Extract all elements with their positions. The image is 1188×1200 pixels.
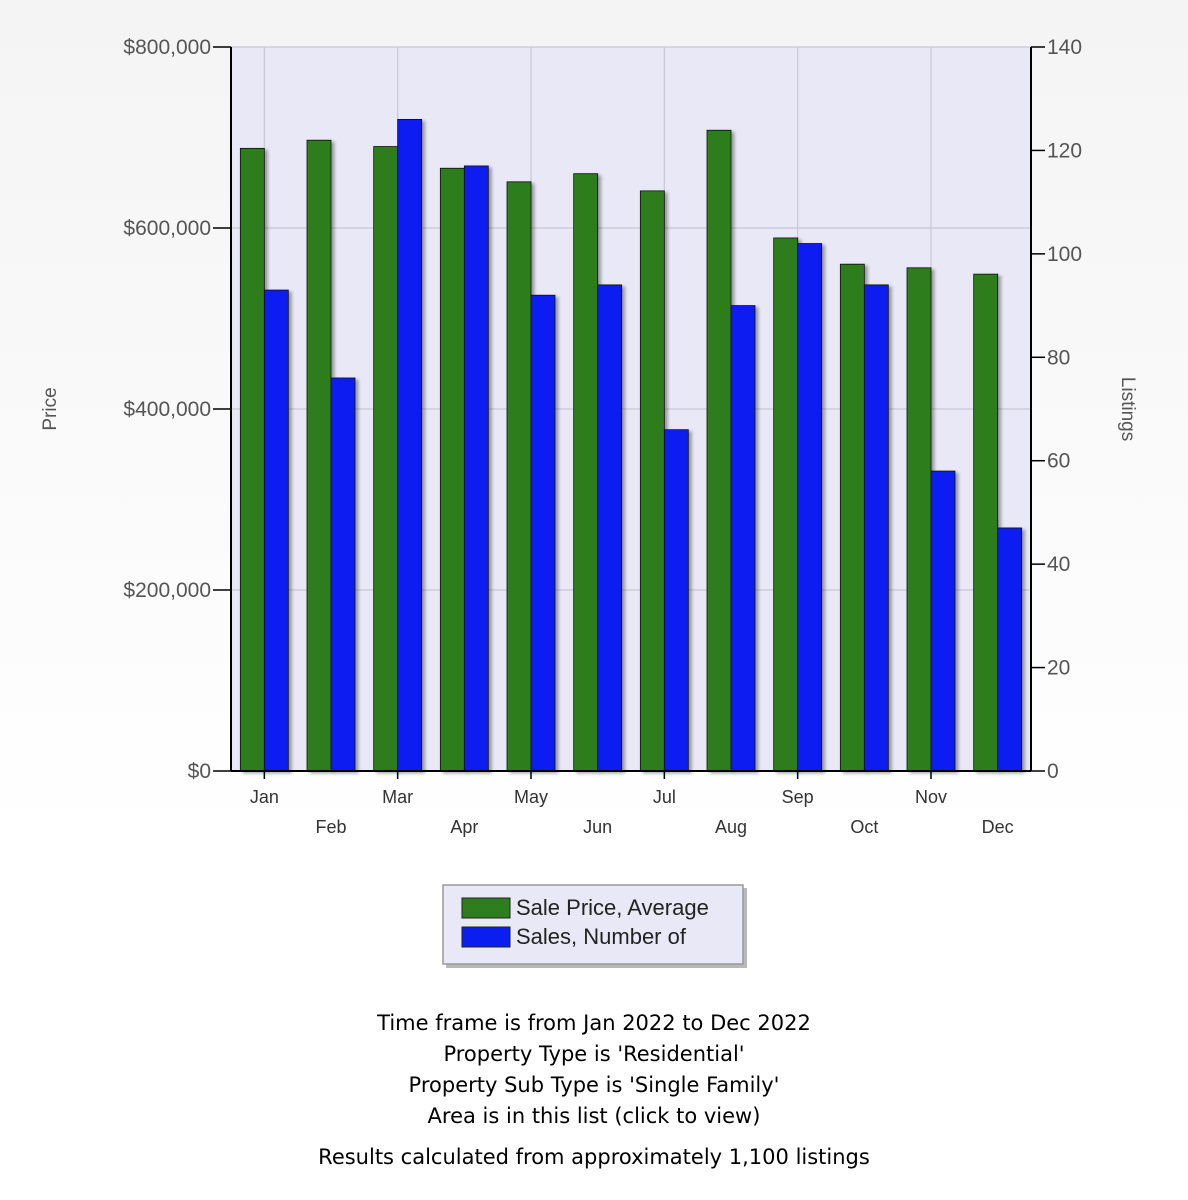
y2-tick-label: 120 xyxy=(1047,139,1082,162)
bar-sale-price-jan xyxy=(239,147,265,772)
bar-sales-count-jun xyxy=(597,284,623,772)
legend-swatch-price xyxy=(461,897,511,919)
y2-tick-label: 80 xyxy=(1047,346,1070,369)
y2-tick-label: 20 xyxy=(1047,657,1070,680)
bar-sale-price-aug xyxy=(706,129,732,772)
bar-sale-price-may xyxy=(506,181,532,772)
x-tick-label-feb: Feb xyxy=(315,817,346,837)
y-tick-label: $200,000 xyxy=(123,579,211,602)
bar-sales-count-jan xyxy=(263,289,289,772)
area-list-link[interactable]: Area is in this list (click to view) xyxy=(427,1104,761,1128)
bar-sales-count-feb xyxy=(330,377,356,772)
bar-sales-count-mar xyxy=(397,119,423,772)
y-axis-title: Price xyxy=(40,387,61,430)
legend: Sale Price, Average Sales, Number of xyxy=(442,884,747,968)
bar-sale-price-oct xyxy=(839,263,865,772)
bar-sale-price-dec xyxy=(973,273,999,772)
y2-tick-label: 40 xyxy=(1047,553,1070,576)
bar-sale-price-nov xyxy=(906,267,932,772)
x-tick-label-oct: Oct xyxy=(850,817,878,837)
x-tick-label-jul: Jul xyxy=(653,787,676,807)
bar-sale-price-sep xyxy=(773,237,799,772)
bar-sales-count-oct xyxy=(863,284,889,772)
category-labels: Jan Feb Mar Apr May Jun Jul Aug Sep Oct Nov Dec xyxy=(250,771,1014,837)
legend-label-price: Sale Price, Average xyxy=(516,895,709,920)
property-subtype-text: Property Sub Type is 'Single Family' xyxy=(408,1073,780,1097)
bar-sales-count-aug xyxy=(730,305,756,772)
y2-axis-title: Listings xyxy=(1117,377,1138,441)
y2-tick-label: 140 xyxy=(1047,36,1082,59)
bar-sales-count-sep xyxy=(797,243,823,772)
bar-sale-price-jun xyxy=(573,173,599,772)
results-count-text: Results calculated from approximately 1,… xyxy=(318,1145,870,1169)
y2-tick-label: 100 xyxy=(1047,243,1082,266)
y-tick-label: $400,000 xyxy=(123,398,211,421)
tick-labels: $0 $200,000 $400,000 $600,000 $800,000 0 20 40 6… xyxy=(123,36,1082,783)
filter-summary: Time frame is from Jan 2022 to Dec 2022 … xyxy=(0,1008,1188,1173)
x-tick-label-dec: Dec xyxy=(982,817,1014,837)
bar-sale-price-mar xyxy=(373,146,399,772)
bar-sales-count-nov xyxy=(930,470,956,772)
x-tick-label-sep: Sep xyxy=(782,787,814,807)
chart: $0 $200,000 $400,000 $600,000 $800,000 0 20 40 6… xyxy=(40,36,1138,968)
legend-swatch-sales xyxy=(461,926,511,948)
y-tick-label: $600,000 xyxy=(123,217,211,240)
x-tick-label-jan: Jan xyxy=(250,787,279,807)
time-frame-text: Time frame is from Jan 2022 to Dec 2022 xyxy=(377,1011,811,1035)
bar-sales-count-dec xyxy=(997,527,1023,772)
bar-sale-price-jul xyxy=(639,190,665,772)
bar-sales-count-may xyxy=(530,294,556,772)
x-tick-label-apr: Apr xyxy=(450,817,478,837)
bar-sales-count-apr xyxy=(463,165,489,772)
bars xyxy=(239,119,1023,772)
x-tick-label-jun: Jun xyxy=(583,817,612,837)
y-tick-label: $0 xyxy=(188,760,211,783)
y-tick-label: $800,000 xyxy=(123,36,211,59)
y2-tick-label: 60 xyxy=(1047,450,1070,473)
x-tick-label-mar: Mar xyxy=(382,787,413,807)
bar-sales-count-jul xyxy=(663,429,689,772)
bar-sale-price-feb xyxy=(306,139,332,772)
x-tick-label-may: May xyxy=(514,787,548,807)
property-type-text: Property Type is 'Residential' xyxy=(443,1042,745,1066)
bar-sale-price-apr xyxy=(439,167,465,772)
x-tick-label-nov: Nov xyxy=(915,787,947,807)
legend-label-sales: Sales, Number of xyxy=(516,924,687,949)
y2-tick-label: 0 xyxy=(1047,760,1059,783)
x-tick-label-aug: Aug xyxy=(715,817,747,837)
